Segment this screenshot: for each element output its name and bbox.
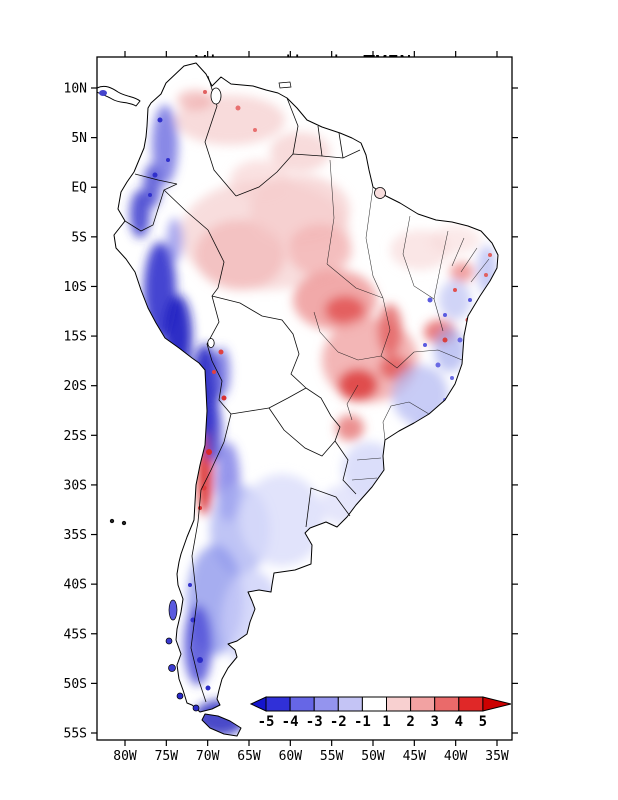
lat-tick-label: EQ (71, 181, 87, 196)
colorbar-tick-label: -3 (306, 714, 323, 730)
colorbar-tick-label: 5 (479, 714, 487, 730)
lon-tick-label: 80W (113, 749, 137, 764)
lat-tick-label: 30S (64, 478, 87, 493)
colorbar-cell (434, 696, 460, 712)
colorbar-tick-label: 1 (382, 714, 390, 730)
colorbar-tick-label: -4 (282, 714, 299, 730)
lon-tick-label: 50W (361, 749, 385, 764)
lat-tick-label: 15S (64, 330, 87, 345)
lake-titicaca (207, 338, 215, 348)
country-borders (124, 75, 361, 703)
colorbar-cell (410, 696, 436, 712)
lat-tick-label: 25S (64, 429, 87, 444)
lon-tick-label: 65W (237, 749, 261, 764)
lat-tick-label: 20S (64, 379, 87, 394)
colorbar-cell (313, 696, 339, 712)
lon-axis: 80W 75W 70W 65W 60W 55W 50W 45W 40W 35W (113, 51, 509, 764)
islands (99, 81, 386, 712)
lat-tick-label: 55S (64, 726, 87, 741)
lat-tick-label: 10S (64, 280, 87, 295)
lon-tick-label: 55W (320, 749, 344, 764)
juan-fernandez-islands (109, 518, 115, 524)
colorbar-cell (337, 696, 363, 712)
colorbar-arrow-right (482, 696, 512, 712)
lon-tick-label: 70W (196, 749, 220, 764)
lon-tick-label: 60W (279, 749, 303, 764)
colorbar-cell (289, 696, 315, 712)
lon-tick-label: 40W (444, 749, 468, 764)
colorbar-tick-label: 4 (455, 714, 463, 730)
lat-tick-label: 10N (64, 82, 87, 97)
colorbar-cell (265, 696, 291, 712)
colorbar-tick-label: -5 (258, 714, 275, 730)
colorbar: -5 -4 -3 -2 -1 1 2 3 4 5 (249, 696, 512, 730)
lat-tick-label: 35S (64, 528, 87, 543)
lon-tick-label: 35W (485, 749, 509, 764)
lat-tick-label: 5N (71, 131, 87, 146)
lat-axis: 10N 5N EQ 5S 10S 15S 20S 25S 30S 35S 40S 45S 50S 55S (64, 82, 518, 741)
colorbar-tick-label: 2 (406, 714, 414, 730)
lake-maracaibo (210, 87, 222, 105)
colorbar-tick-label: -1 (354, 714, 371, 730)
colorbar-cell (386, 696, 412, 712)
colorbar-cell (361, 696, 387, 712)
lon-tick-label: 45W (403, 749, 427, 764)
colorbar-tick-label: 3 (430, 714, 438, 730)
chiloe-island (168, 599, 178, 621)
lakes (207, 87, 222, 348)
lat-tick-label: 40S (64, 578, 87, 593)
bias-field (130, 90, 497, 736)
state-borders (313, 159, 490, 481)
trinidad-island (278, 81, 292, 89)
lon-tick-label: 75W (155, 749, 179, 764)
lat-tick-label: 5S (71, 230, 87, 245)
colorbar-cell (458, 696, 484, 712)
marajo-island (374, 187, 386, 199)
lat-tick-label: 50S (64, 677, 87, 692)
panama-bias-speck (99, 90, 107, 96)
colorbar-tick-label: -2 (330, 714, 347, 730)
lat-tick-label: 45S (64, 627, 87, 642)
